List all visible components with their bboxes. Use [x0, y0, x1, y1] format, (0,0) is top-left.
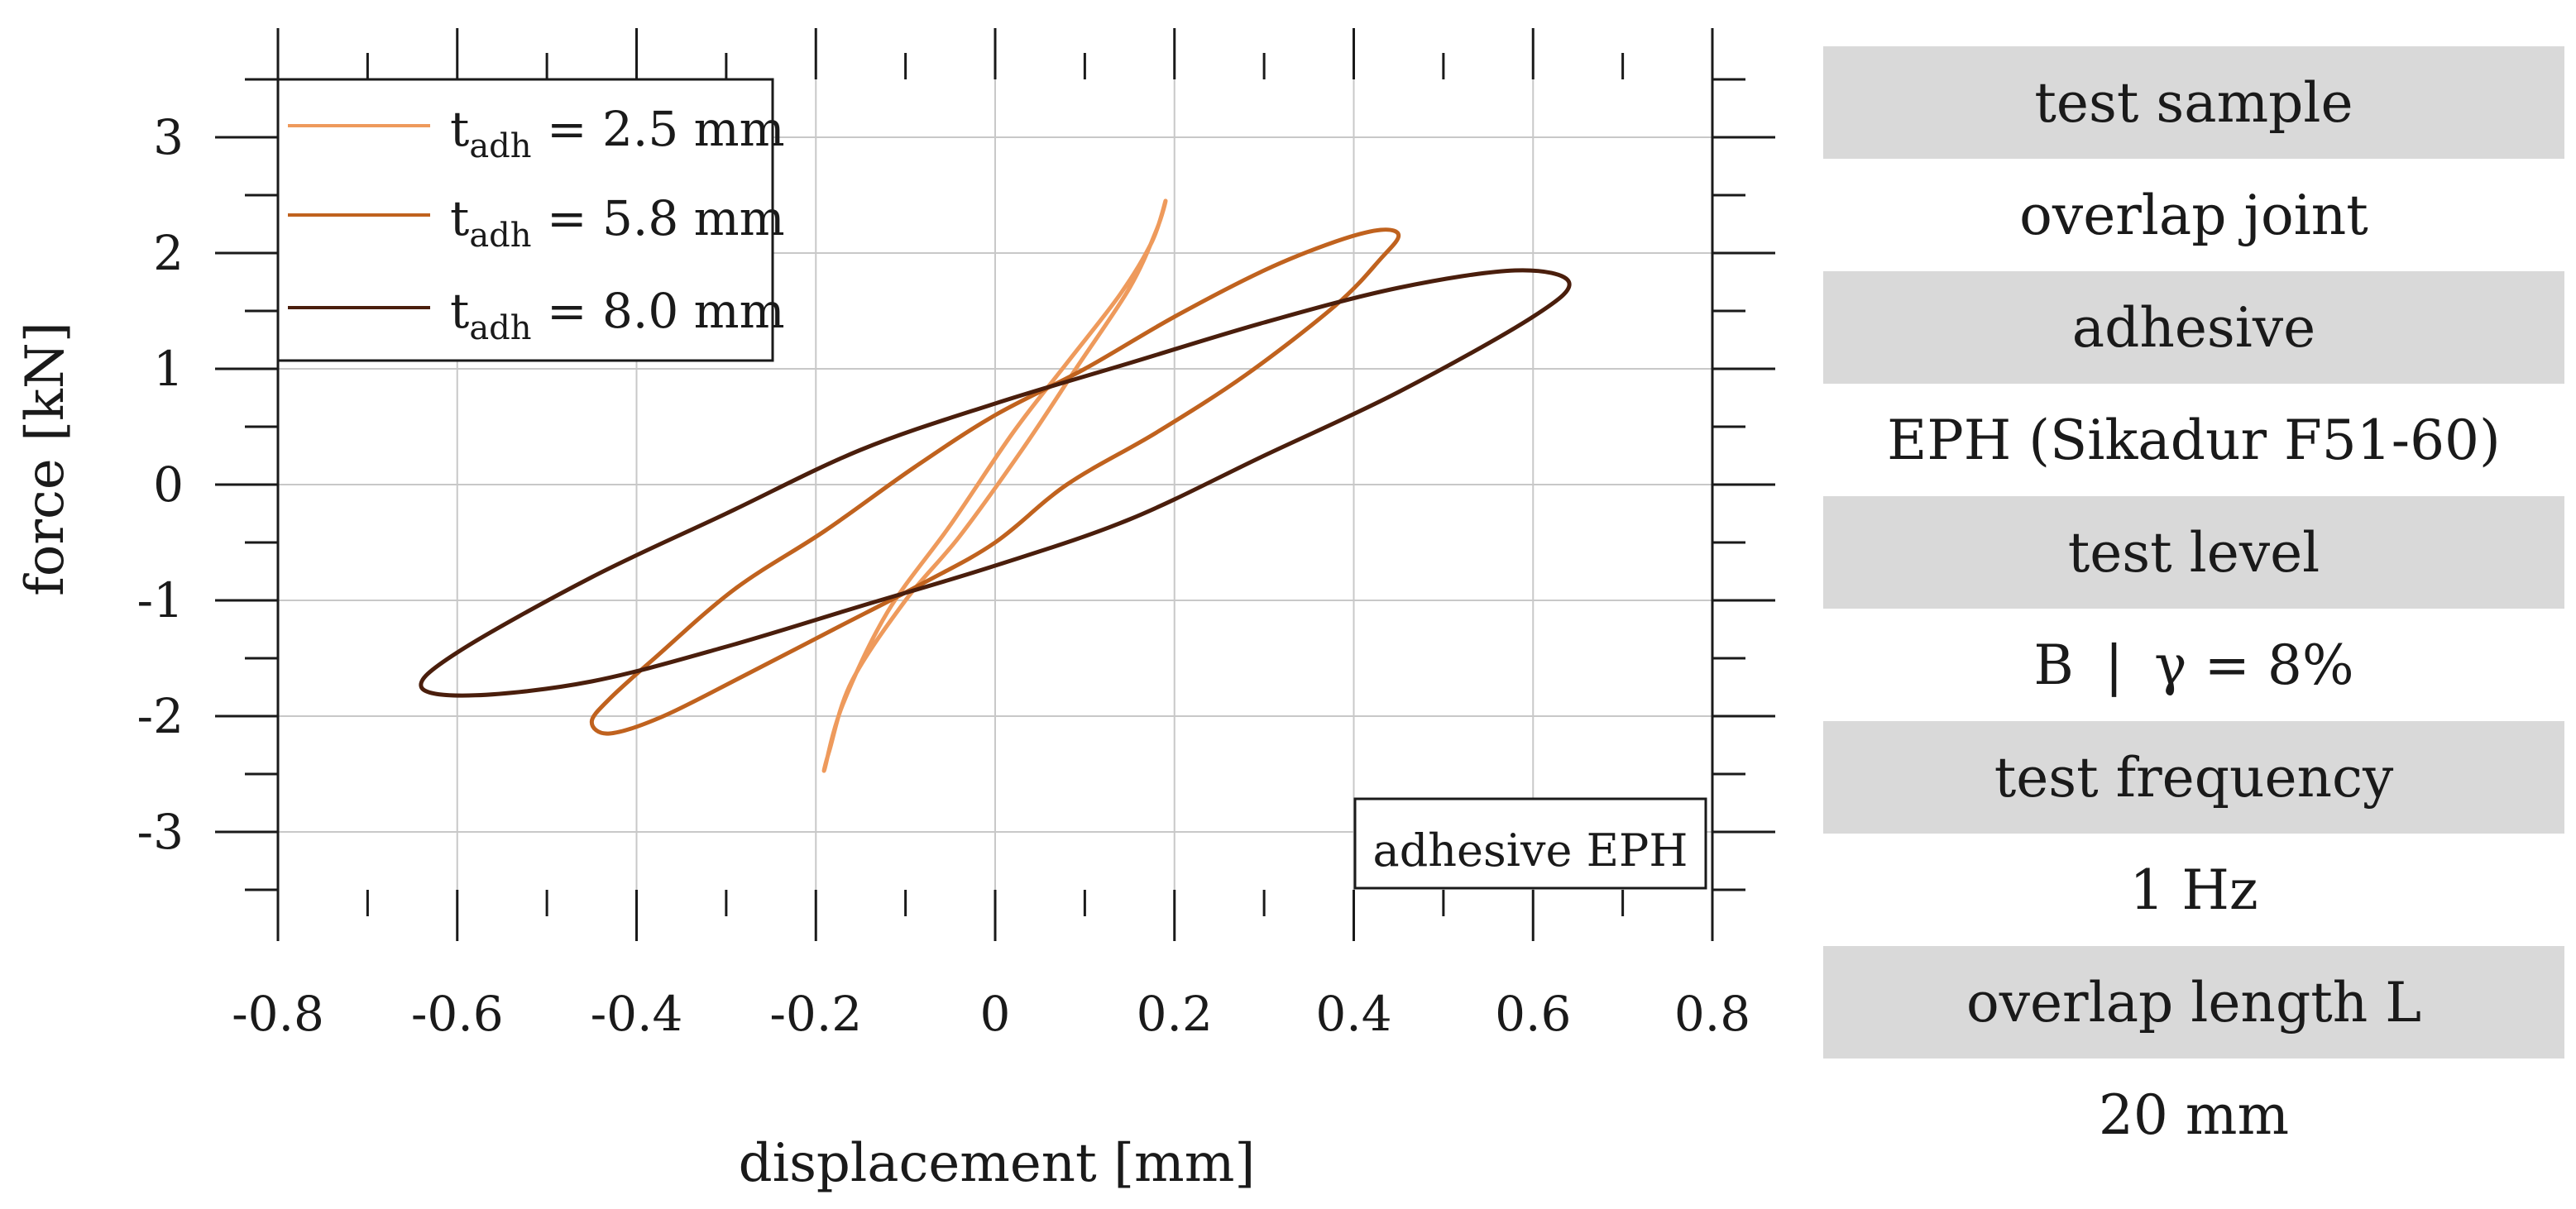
test-info-table: test sample overlap joint adhesive EPH (Sik…: [1823, 46, 2564, 1171]
x-axis-label: displacement [mm]: [739, 1133, 1256, 1194]
info-row-6: B ❘ γ = 8%: [1823, 609, 2564, 721]
hysteresis-chart: -0.8 -0.6 -0.4 -0.2 0 0.2 0.4 0.6 0.8-3-2-10123 …: [15, 28, 1775, 1194]
info-row-10: 20 mm: [1823, 1058, 2564, 1171]
info-row-4: EPH (Sikadur F51-60): [1823, 384, 2564, 496]
x-tick-label: -0.4: [591, 986, 683, 1042]
x-tick-label: -0.2: [769, 986, 862, 1042]
info-row-9: overlap length L: [1823, 946, 2564, 1058]
tick-labels: -0.8 -0.6 -0.4 -0.2 0 0.2 0.4 0.6 0.8 -3 -2 -1 0 1 2 3: [137, 109, 1751, 1042]
legend-label-1: tadh = 2.5 mm: [450, 101, 785, 165]
series-line-1: [821, 198, 1168, 773]
y-tick-label: 0: [153, 456, 184, 513]
y-tick-label: -3: [137, 804, 184, 860]
y-tick-label: -1: [137, 572, 184, 628]
y-tick-label: 2: [153, 225, 184, 281]
series-line-3: [419, 268, 1572, 698]
y-tick-label: 3: [153, 109, 184, 165]
series-layer: [419, 198, 1572, 773]
legend-label-3: tadh = 8.0 mm: [450, 283, 785, 347]
x-tick-label: 0: [980, 986, 1011, 1042]
x-tick-label: -0.8: [232, 986, 324, 1042]
series-line-2: [589, 227, 1401, 736]
x-tick-label: 0.8: [1674, 986, 1750, 1042]
info-row-8: 1 Hz: [1823, 834, 2564, 946]
legend-label-2: tadh = 5.8 mm: [450, 190, 785, 255]
annotation-text: adhesive EPH: [1373, 824, 1688, 877]
info-row-3: adhesive: [1823, 271, 2564, 384]
x-tick-label: 0.4: [1315, 986, 1391, 1042]
x-tick-label: 0.2: [1137, 986, 1213, 1042]
y-axis-label: force [kN]: [15, 322, 76, 596]
legend: tadh = 2.5 mm tadh = 5.8 mm tadh = 8.0 m…: [276, 78, 785, 362]
info-row-1: test sample: [1823, 46, 2564, 159]
y-tick-label: -2: [137, 688, 184, 744]
y-tick-label: 1: [153, 341, 184, 397]
info-row-5: test level: [1823, 496, 2564, 609]
x-tick-label: 0.6: [1495, 986, 1571, 1042]
info-row-2: overlap joint: [1823, 159, 2564, 271]
grid-lines: [278, 79, 1712, 890]
x-tick-label: -0.6: [411, 986, 504, 1042]
annotation-box: adhesive EPH: [1353, 797, 1707, 890]
info-row-7: test frequency: [1823, 721, 2564, 834]
